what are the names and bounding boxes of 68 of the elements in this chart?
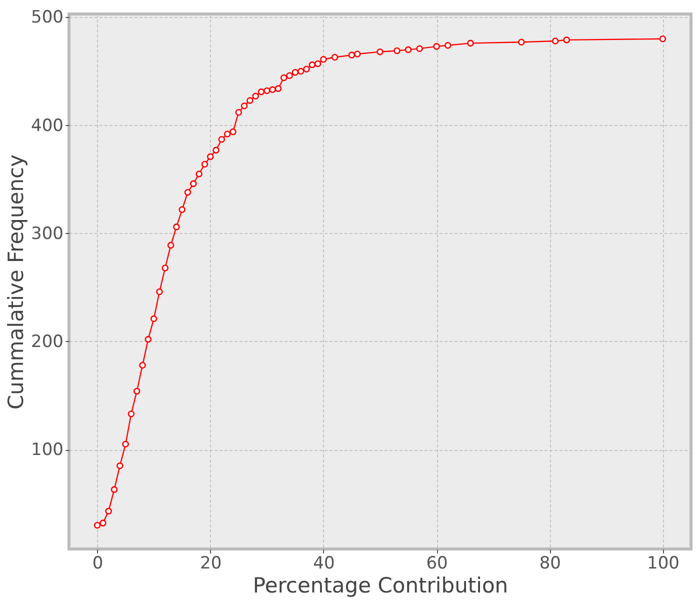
point: [212, 146, 220, 154]
point: [416, 45, 423, 52]
y-tick-label: 400: [31, 116, 64, 136]
point: [230, 128, 236, 136]
point: [303, 66, 310, 73]
y-tick-label: 500: [31, 8, 64, 28]
x-tick-label: 80: [539, 554, 561, 574]
x-axis-title: Percentage Contribution: [252, 574, 508, 598]
point: [269, 86, 276, 94]
point: [139, 362, 146, 369]
point: [110, 486, 118, 493]
point: [218, 136, 226, 143]
point: [133, 388, 140, 395]
point: [404, 46, 412, 54]
point: [320, 56, 327, 63]
x-tick-label: 0: [92, 554, 104, 574]
point: [292, 68, 299, 76]
y-tick-label: 100: [31, 440, 64, 460]
point: [190, 180, 197, 188]
point: [563, 36, 570, 44]
x-tick-label: 60: [426, 554, 448, 574]
point: [258, 88, 265, 96]
y-tick-label: 200: [31, 332, 64, 352]
point: [280, 74, 288, 82]
point: [184, 188, 192, 196]
point: [224, 130, 231, 138]
point: [206, 153, 214, 160]
point: [314, 60, 322, 68]
point: [376, 48, 384, 56]
y-tick-label: 300: [31, 224, 64, 244]
x-tick-label: 40: [313, 554, 335, 574]
point: [252, 92, 259, 100]
point: [150, 315, 158, 322]
point: [518, 38, 525, 46]
point: [354, 50, 361, 58]
x-tick-label: 100: [647, 554, 680, 574]
point: [116, 462, 124, 470]
point: [196, 170, 202, 178]
point: [264, 87, 270, 94]
point: [128, 410, 135, 418]
point: [156, 288, 163, 296]
point: [122, 440, 129, 448]
point: [201, 160, 208, 168]
point: [173, 224, 180, 230]
point: [331, 54, 338, 61]
point: [100, 520, 106, 526]
point: [144, 336, 152, 343]
point: [433, 43, 440, 50]
point: [235, 108, 242, 116]
x-tick-label: 20: [200, 554, 222, 574]
point: [178, 206, 186, 214]
point: [274, 85, 282, 92]
point: [467, 40, 474, 47]
point: [659, 35, 666, 42]
point: [162, 264, 169, 272]
point: [308, 61, 316, 68]
y-axis-title: Cummalative Frequency: [4, 154, 28, 410]
point: [167, 242, 174, 249]
point: [552, 38, 559, 44]
point: [394, 47, 400, 54]
point: [348, 52, 356, 58]
point: [297, 68, 304, 75]
point: [286, 72, 293, 79]
point: [105, 508, 112, 515]
point: [94, 522, 101, 529]
point: [240, 102, 248, 110]
point: [246, 97, 254, 104]
point: [444, 42, 452, 49]
